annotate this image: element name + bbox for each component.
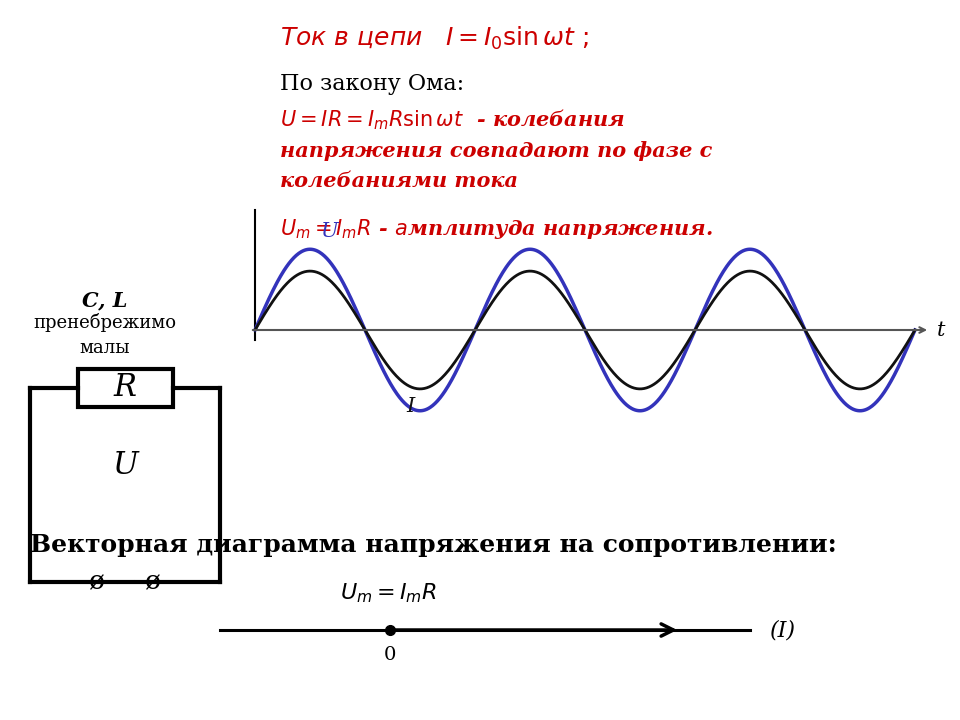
Text: $\mathbf{\mathit{U_m = I_m R}}$ - $\mathbf{\mathit{а}}$мплитуда напряжения.: $\mathbf{\mathit{U_m = I_m R}}$ - $\math…	[280, 217, 713, 241]
Text: 0: 0	[384, 646, 396, 664]
Text: C, L: C, L	[83, 290, 128, 310]
Text: I: I	[407, 397, 415, 416]
Text: ø: ø	[89, 570, 105, 595]
Text: ø: ø	[145, 570, 161, 595]
Text: пренебрежимо
малы: пренебрежимо малы	[34, 313, 177, 357]
Text: Векторная диаграмма напряжения на сопротивлении:: Векторная диаграмма напряжения на сопрот…	[30, 533, 837, 557]
Text: ~: ~	[114, 570, 136, 595]
Text: R: R	[113, 372, 136, 403]
Text: По закону Ома:: По закону Ома:	[280, 73, 464, 95]
Text: U: U	[112, 449, 138, 480]
Text: $\mathbf{\mathit{U = IR = I_m R \sin \omega t}}$  - колебания
напряжения совпада: $\mathbf{\mathit{U = IR = I_m R \sin \om…	[280, 107, 712, 191]
Bar	[78, 369, 173, 407]
Text: (I): (I)	[770, 619, 796, 641]
Text: $\bf{\mathit{Ток\ в\ цепи}}$   $\mathbf{\mathit{I = I_0 \sin \omega t\ ;}}$: $\bf{\mathit{Ток\ в\ цепи}}$ $\mathbf{\m…	[280, 25, 589, 53]
Text: t: t	[937, 320, 946, 340]
Text: $U_m = I_m R$: $U_m = I_m R$	[340, 582, 437, 605]
Text: U: U	[320, 222, 338, 241]
